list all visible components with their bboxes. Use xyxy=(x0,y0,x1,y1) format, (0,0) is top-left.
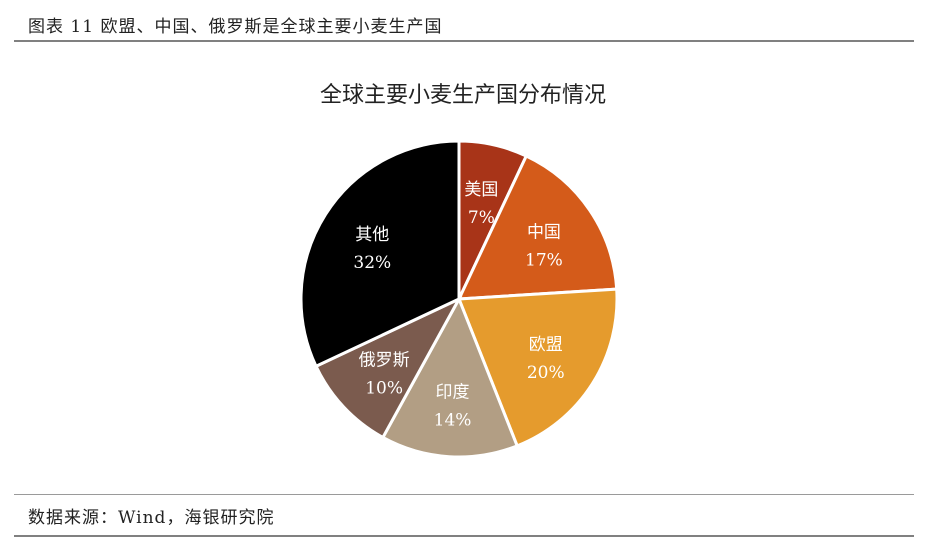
source-footer: 数据来源：Wind，海银研究院 xyxy=(14,494,914,537)
source-note: 数据来源：Wind，海银研究院 xyxy=(28,508,275,528)
pie-slice-2 xyxy=(456,154,619,301)
pie-slice-5 xyxy=(314,295,463,440)
slice-category-label: 其他 xyxy=(355,225,389,245)
pie-chart: 全球主要小麦生产国分布情况 美国 7% 中国 17% 欧盟 20% 印度 14% 俄罗斯 10% 其… xyxy=(299,83,619,459)
figure-header: 图表 11 欧盟、中国、俄罗斯是全球主要小麦生产国 xyxy=(14,8,914,42)
pie-labels: 美国 7% 中国 17% 欧盟 20% 印度 14% 俄罗斯 10% 其他 32% xyxy=(353,180,564,431)
pie-slice-3 xyxy=(456,287,619,448)
slice-value-label: 32% xyxy=(353,253,391,273)
pie-slices xyxy=(299,139,619,459)
pie-slice-4 xyxy=(380,295,520,459)
slice-category-label: 美国 xyxy=(464,180,498,200)
slice-category-label: 俄罗斯 xyxy=(359,350,410,370)
slice-value-label: 17% xyxy=(525,250,563,270)
chart-title: 全球主要小麦生产国分布情况 xyxy=(320,83,606,108)
slice-value-label: 20% xyxy=(527,363,565,383)
slice-category-label: 欧盟 xyxy=(529,335,563,355)
chart-container: 全球主要小麦生产国分布情况 美国 7% 中国 17% 欧盟 20% 印度 14% 俄罗斯 10% 其… xyxy=(0,44,930,494)
slice-category-label: 印度 xyxy=(436,382,470,402)
slice-category-label: 中国 xyxy=(527,222,561,242)
pie-slice-6 xyxy=(299,139,461,369)
figure-title: 图表 11 欧盟、中国、俄罗斯是全球主要小麦生产国 xyxy=(28,17,443,37)
slice-value-label: 10% xyxy=(365,378,403,398)
slice-value-label: 7% xyxy=(468,208,495,228)
slice-value-label: 14% xyxy=(434,410,472,430)
